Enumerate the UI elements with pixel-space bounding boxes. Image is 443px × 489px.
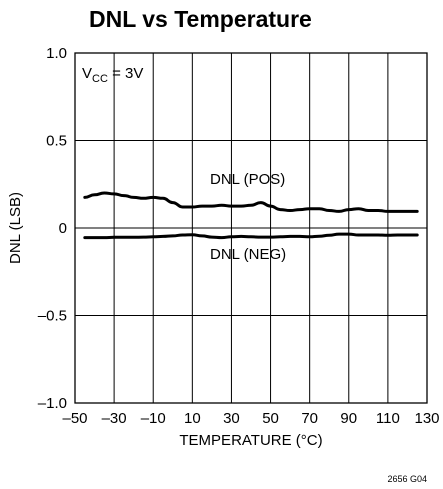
y-tick-label: 0 [59, 220, 67, 237]
x-tick-label: 90 [340, 410, 357, 427]
y-tick-label: 0.5 [46, 133, 67, 150]
condition-rest: = 3V [108, 65, 143, 82]
x-tick-label: 110 [376, 410, 400, 427]
y-tick-labels: –1.0 –0.5 0 0.5 1.0 [38, 45, 67, 412]
x-tick-label: 30 [223, 410, 240, 427]
x-tick-label: 70 [301, 410, 318, 427]
series-line-dnl-pos [83, 191, 419, 213]
condition-label: VCC = 3V [82, 65, 143, 85]
condition-main: V [82, 65, 92, 82]
plot-frame [74, 52, 428, 404]
y-tick-label: 1.0 [46, 45, 67, 62]
series-layer [83, 191, 419, 240]
grid [75, 53, 427, 403]
condition-sub: CC [92, 73, 108, 85]
annotation-dnl-neg: DNL (NEG) [210, 246, 286, 263]
x-tick-label: 130 [414, 410, 439, 427]
figure-code: 2656 G04 [387, 474, 427, 484]
series-line-dnl-neg [83, 232, 419, 240]
y-tick-label: –1.0 [38, 395, 67, 412]
x-axis-label: TEMPERATURE (°C) [179, 432, 322, 449]
chart-title: DNL vs Temperature [89, 6, 312, 32]
annotation-dnl-pos: DNL (POS) [210, 171, 285, 188]
y-axis-label: DNL (LSB) [7, 192, 24, 264]
x-tick-label: –10 [141, 410, 166, 427]
x-tick-label: 50 [262, 410, 279, 427]
x-tick-label: –50 [62, 410, 87, 427]
y-tick-label: –0.5 [38, 308, 67, 325]
x-tick-labels: –50 –30 –10 10 30 50 70 90 110 130 [62, 410, 439, 427]
x-tick-label: –30 [102, 410, 127, 427]
x-tick-label: 10 [184, 410, 201, 427]
